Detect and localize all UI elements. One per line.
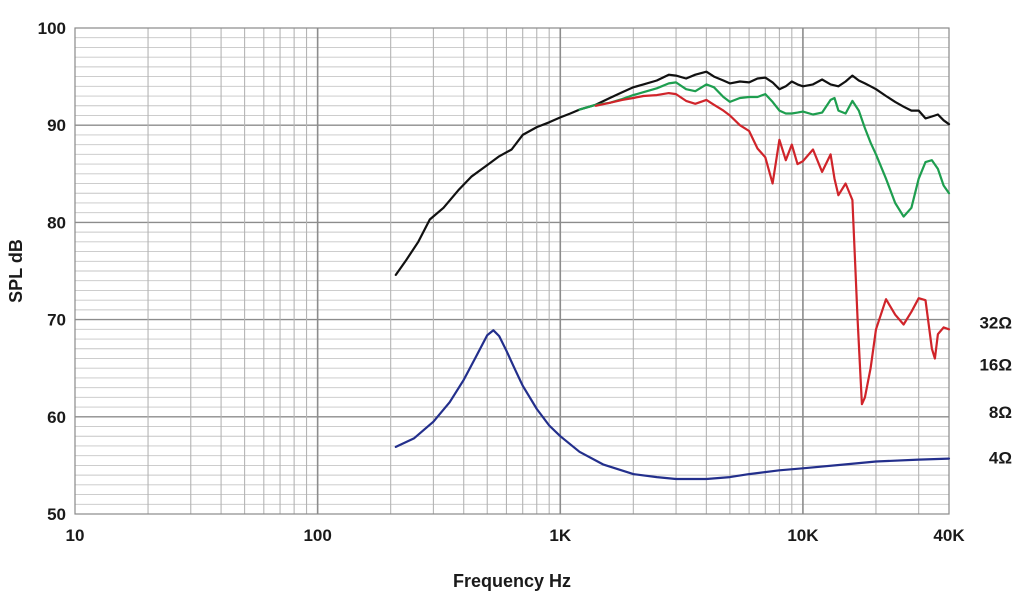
plot-frame: [74, 27, 950, 515]
series-line-4: [394, 329, 951, 481]
y-tick-label: 70: [47, 311, 66, 330]
impedance-label: 16Ω: [979, 355, 1012, 374]
grid: [75, 28, 949, 514]
series-lines: [394, 70, 951, 481]
x-tick-label: 100: [303, 526, 331, 545]
y-tick-label: 100: [38, 19, 66, 38]
x-tick-label: 40K: [933, 526, 965, 545]
y-tick-label: 80: [47, 213, 66, 232]
x-axis-title: Frequency Hz: [453, 571, 571, 591]
y-axis-title: SPL dB: [6, 239, 26, 303]
y-tick-label: 50: [47, 505, 66, 524]
x-tick-label: 10: [66, 526, 85, 545]
series-line-3: [594, 92, 951, 406]
y-tick-label: 90: [47, 116, 66, 135]
series-line-2: [578, 81, 951, 218]
x-tick-labels: 10 100 1K 10K 40K: [66, 526, 966, 545]
series-line-1: [394, 70, 951, 276]
x-tick-label: 1K: [549, 526, 571, 545]
impedance-label: 32Ω: [979, 314, 1012, 333]
x-tick-label: 10K: [787, 526, 819, 545]
y-tick-label: 60: [47, 408, 66, 427]
impedance-label: 4Ω: [989, 449, 1012, 468]
impedance-labels: 32Ω 16Ω 8Ω 4Ω: [979, 314, 1012, 468]
impedance-label: 8Ω: [989, 403, 1012, 422]
y-tick-labels: 50 60 70 80 90 100: [38, 19, 66, 524]
